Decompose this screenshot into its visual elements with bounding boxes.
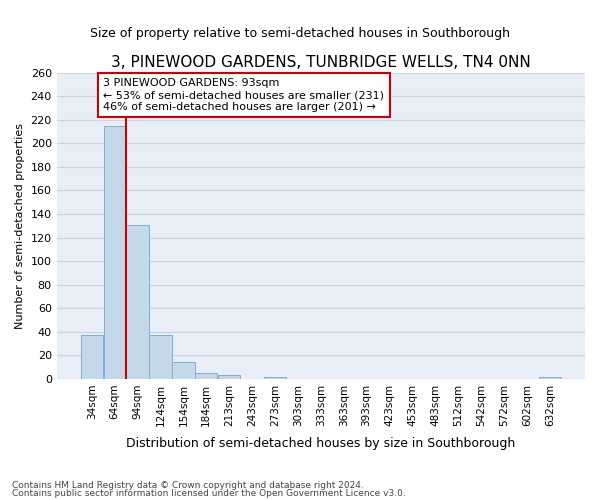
Text: Contains public sector information licensed under the Open Government Licence v3: Contains public sector information licen…	[12, 488, 406, 498]
Text: Size of property relative to semi-detached houses in Southborough: Size of property relative to semi-detach…	[90, 28, 510, 40]
Bar	[80, 336, 103, 379]
Bar	[539, 376, 561, 379]
Text: Contains HM Land Registry data © Crown copyright and database right 2024.: Contains HM Land Registry data © Crown c…	[12, 481, 364, 490]
X-axis label: Distribution of semi-detached houses by size in Southborough: Distribution of semi-detached houses by …	[126, 437, 515, 450]
Bar	[264, 376, 286, 379]
Text: 3 PINEWOOD GARDENS: 93sqm
← 53% of semi-detached houses are smaller (231)
46% of: 3 PINEWOOD GARDENS: 93sqm ← 53% of semi-…	[103, 78, 384, 112]
Bar	[218, 376, 241, 379]
Bar	[172, 362, 194, 379]
Bar	[127, 224, 149, 379]
Bar	[149, 336, 172, 379]
Y-axis label: Number of semi-detached properties: Number of semi-detached properties	[15, 122, 25, 328]
Bar	[104, 126, 126, 379]
Title: 3, PINEWOOD GARDENS, TUNBRIDGE WELLS, TN4 0NN: 3, PINEWOOD GARDENS, TUNBRIDGE WELLS, TN…	[111, 55, 531, 70]
Bar	[195, 373, 217, 379]
